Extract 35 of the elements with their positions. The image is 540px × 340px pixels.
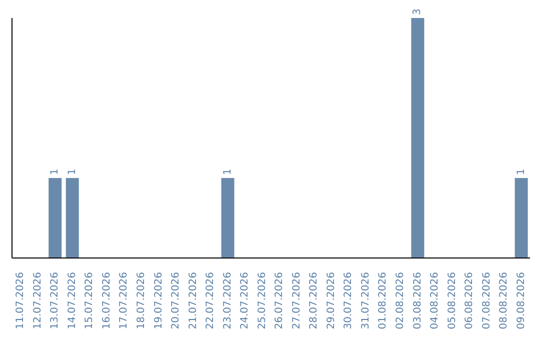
- x-tick-label: 11.07.2026: [15, 272, 26, 330]
- data-label: 3: [412, 8, 424, 15]
- x-tick-label: 05.08.2026: [446, 272, 458, 330]
- x-tick-label: 25.07.2026: [256, 272, 268, 330]
- x-tick-label: 19.07.2026: [153, 272, 164, 330]
- x-tick-label: 20.07.2026: [170, 272, 182, 330]
- x-tick-label: 31.07.2026: [360, 272, 372, 330]
- x-tick-label: 29.07.2026: [326, 272, 337, 330]
- x-tick-label: 23.07.2026: [222, 272, 234, 330]
- x-tick-label: 24.07.2026: [240, 272, 251, 330]
- data-label: 1: [50, 168, 61, 175]
- x-tick-label: 21.07.2026: [188, 272, 199, 330]
- x-tick-label: 12.07.2026: [32, 272, 44, 330]
- x-tick-label: 14.07.2026: [66, 272, 78, 330]
- x-tick-label: 09.08.2026: [516, 272, 527, 330]
- x-tick-label: 04.08.2026: [430, 272, 441, 330]
- x-tick-label: 18.07.2026: [136, 272, 147, 330]
- x-tick-label: 17.07.2026: [118, 272, 130, 330]
- data-label: 1: [66, 168, 78, 175]
- x-tick-label: 27.07.2026: [291, 272, 302, 330]
- x-tick-label: 07.08.2026: [481, 272, 492, 330]
- x-tick-label: 13.07.2026: [50, 272, 61, 330]
- x-tick-label: 02.08.2026: [395, 272, 406, 330]
- x-tick-label: 01.08.2026: [378, 272, 389, 330]
- x-tick-label: 08.08.2026: [498, 272, 510, 330]
- x-tick-label: 26.07.2026: [274, 272, 286, 330]
- x-tick-label: 28.07.2026: [308, 272, 320, 330]
- data-label: 1: [516, 168, 527, 175]
- data-label: 1: [222, 168, 234, 175]
- x-tick-label: 15.07.2026: [84, 272, 96, 330]
- x-tick-label: 16.07.2026: [101, 272, 112, 330]
- x-tick-label: 22.07.2026: [205, 272, 216, 330]
- x-tick-label: 30.07.2026: [343, 272, 354, 330]
- x-tick-label: 03.08.2026: [412, 272, 424, 330]
- x-tick-label: 06.08.2026: [464, 272, 476, 330]
